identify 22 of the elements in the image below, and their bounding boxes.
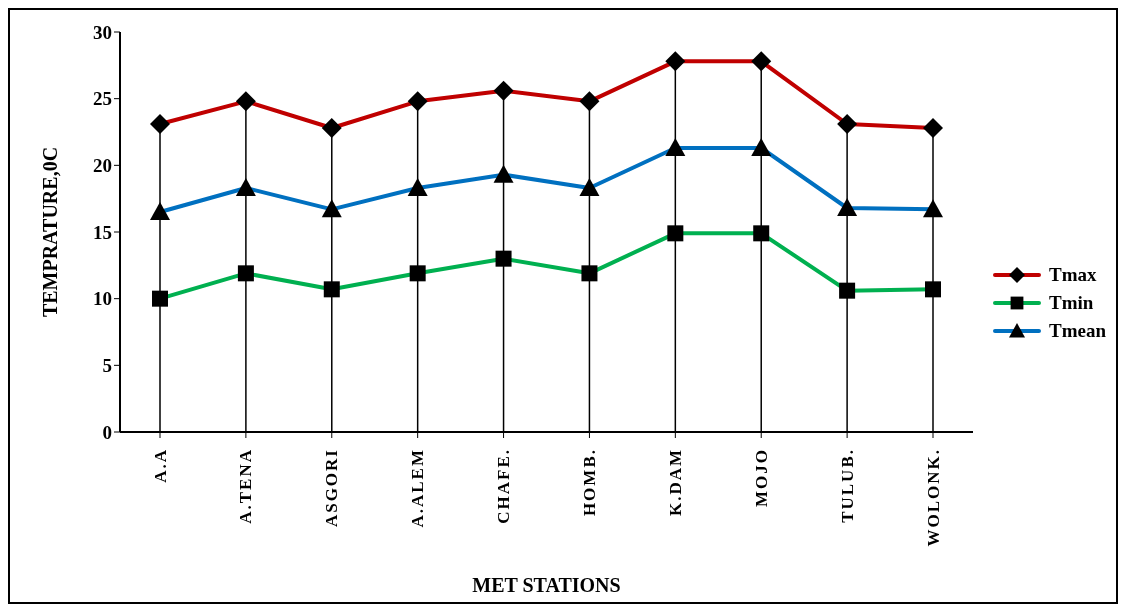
x-tick-label: A.TENA xyxy=(236,448,256,524)
x-tick-label: A.ALEM xyxy=(408,448,428,528)
legend-label: Tmean xyxy=(1049,320,1106,342)
x-tick-label: A.A xyxy=(150,448,170,483)
y-tick-label: 15 xyxy=(93,221,112,243)
y-tick-label: 20 xyxy=(93,155,112,177)
y-tick-label: 0 xyxy=(102,421,112,443)
y-tick-label: 25 xyxy=(93,88,112,110)
x-tick-label: TULUB. xyxy=(837,448,857,523)
legend-label: Tmax xyxy=(1049,264,1097,286)
x-tick-label: CHAFE. xyxy=(494,448,514,524)
x-axis-title: MET STATIONS xyxy=(472,574,621,596)
y-tick-label: 10 xyxy=(93,288,112,310)
x-tick-label: HOMB. xyxy=(579,448,599,517)
y-axis-title: TEMPRATURE,0C xyxy=(39,146,62,318)
x-tick-label: ASGORI xyxy=(322,448,342,528)
x-tick-label: MOJO xyxy=(751,448,771,507)
y-tick-label: 30 xyxy=(93,21,112,43)
x-tick-label: K.DAM xyxy=(665,448,685,517)
x-tick-label: WOLONK. xyxy=(923,448,943,547)
y-tick-label: 5 xyxy=(102,355,112,377)
legend-label: Tmin xyxy=(1049,292,1094,314)
